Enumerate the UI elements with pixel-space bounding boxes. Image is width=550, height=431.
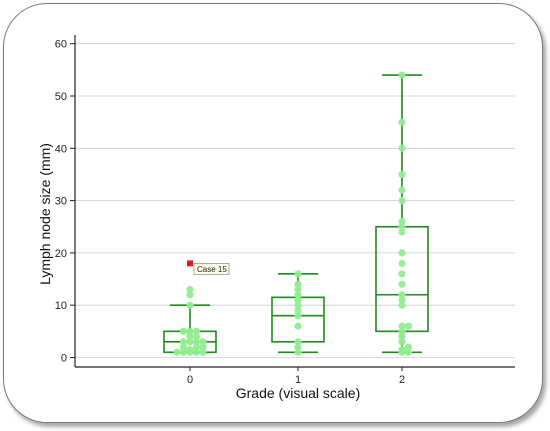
y-axis-title: Lymph node size (mm)	[37, 143, 53, 285]
data-point	[179, 338, 188, 346]
data-point	[192, 343, 201, 351]
data-point	[398, 280, 406, 288]
outlier-marker	[187, 260, 193, 267]
annotation-box	[193, 263, 230, 275]
data-point	[294, 312, 302, 320]
data-point	[398, 249, 406, 257]
data-point	[179, 348, 188, 356]
data-point	[199, 348, 207, 356]
x-tick-label: 1	[295, 374, 301, 386]
data-point	[179, 343, 188, 351]
data-point	[294, 306, 302, 315]
data-point	[192, 348, 201, 356]
data-point	[192, 332, 201, 341]
data-point	[398, 346, 406, 354]
x-tick-label: 0	[187, 374, 193, 386]
data-point	[404, 343, 413, 351]
data-point	[398, 217, 406, 226]
y-axis-ticks: 0 10 20 30 40 50 60 0 1 2	[55, 39, 405, 386]
data-point	[404, 322, 413, 330]
data-point	[179, 327, 188, 335]
data-points	[173, 71, 413, 356]
data-point	[294, 322, 302, 330]
data-point	[398, 170, 406, 179]
annotations: Case 15	[187, 260, 230, 275]
axes	[70, 35, 515, 371]
data-point	[398, 118, 406, 126]
x-axis-title: Grade (visual scale)	[236, 385, 361, 401]
data-point	[404, 348, 413, 356]
data-point	[186, 327, 194, 335]
data-point	[398, 223, 406, 231]
data-point	[186, 301, 194, 309]
data-point	[398, 197, 406, 205]
data-point	[186, 332, 194, 341]
data-point	[398, 186, 406, 194]
x-tick-label: 2	[399, 374, 405, 386]
data-point	[294, 296, 302, 304]
data-point	[398, 71, 406, 79]
y-tick-label: 60	[55, 39, 67, 51]
data-point	[186, 346, 194, 354]
y-tick-label: 10	[55, 300, 67, 312]
outlier-label: Case 15	[197, 265, 227, 274]
y-tick-label: 50	[55, 91, 67, 103]
data-point	[398, 332, 406, 341]
data-point	[398, 270, 406, 278]
data-point	[398, 259, 406, 267]
y-tick-label: 40	[55, 143, 67, 155]
y-tick-label: 20	[55, 248, 67, 260]
chart-frame	[3, 3, 543, 423]
data-point	[186, 338, 194, 346]
data-point	[192, 338, 201, 346]
data-point	[186, 291, 194, 299]
box-2	[375, 74, 429, 354]
data-point	[398, 291, 406, 299]
data-point	[398, 301, 406, 309]
box-iqr	[375, 225, 429, 333]
data-point	[294, 301, 302, 309]
y-tick-label: 30	[55, 196, 67, 208]
data-point	[186, 285, 194, 294]
data-point	[398, 322, 406, 330]
data-point	[398, 296, 406, 304]
data-point	[199, 338, 207, 346]
data-point	[294, 338, 302, 346]
data-point	[294, 291, 302, 299]
data-point	[398, 228, 406, 236]
data-point	[294, 343, 302, 351]
y-tick-label: 0	[61, 353, 67, 365]
data-point	[192, 327, 201, 335]
gridlines	[75, 43, 515, 358]
data-point	[398, 144, 406, 152]
data-point	[199, 343, 207, 351]
data-point	[294, 270, 302, 278]
data-point	[173, 348, 181, 356]
data-point	[294, 285, 302, 294]
data-point	[294, 348, 302, 356]
data-point	[398, 327, 406, 335]
data-point	[294, 280, 302, 288]
data-point	[398, 338, 406, 346]
